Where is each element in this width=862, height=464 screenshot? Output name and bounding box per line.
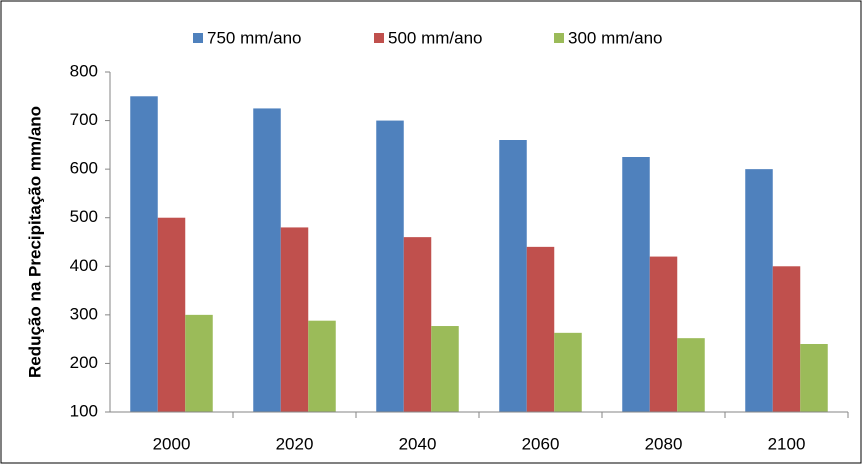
x-tick-label: 2080 — [645, 434, 683, 453]
legend-label: 750 mm/ano — [207, 28, 302, 47]
y-tick-label: 700 — [70, 110, 98, 129]
x-tick-label: 2000 — [153, 434, 191, 453]
bar — [800, 344, 828, 412]
bar — [376, 120, 404, 413]
bar — [157, 217, 186, 412]
y-tick-label: 500 — [70, 207, 98, 226]
y-tick-label: 800 — [70, 61, 98, 80]
x-tick-label: 2020 — [276, 434, 314, 453]
bar — [677, 338, 705, 412]
y-axis-label: Redução na Precipitação mm/ano — [25, 106, 44, 378]
x-tick-label: 2100 — [768, 434, 806, 453]
bar — [554, 332, 582, 412]
x-tick-label: 2060 — [522, 434, 560, 453]
bar — [499, 140, 527, 412]
bar — [403, 237, 432, 412]
x-tick-label: 2040 — [399, 434, 437, 453]
bar — [308, 320, 336, 412]
bar — [253, 108, 281, 412]
y-tick-label: 400 — [70, 256, 98, 275]
legend-swatch — [554, 33, 564, 43]
y-tick-label: 100 — [70, 401, 98, 420]
bar — [649, 256, 678, 412]
legend-label: 500 mm/ano — [388, 28, 483, 47]
y-tick-label: 200 — [70, 353, 98, 372]
bar — [772, 266, 801, 412]
legend-swatch — [374, 33, 384, 43]
bar — [280, 227, 309, 412]
bar — [526, 246, 555, 412]
bar — [622, 157, 650, 412]
y-tick-label: 600 — [70, 159, 98, 178]
bar — [185, 314, 213, 412]
y-tick-label: 300 — [70, 304, 98, 323]
bar — [130, 96, 158, 413]
bar — [745, 169, 773, 412]
legend-swatch — [193, 33, 203, 43]
legend-label: 300 mm/ano — [568, 28, 663, 47]
bar — [431, 326, 459, 412]
